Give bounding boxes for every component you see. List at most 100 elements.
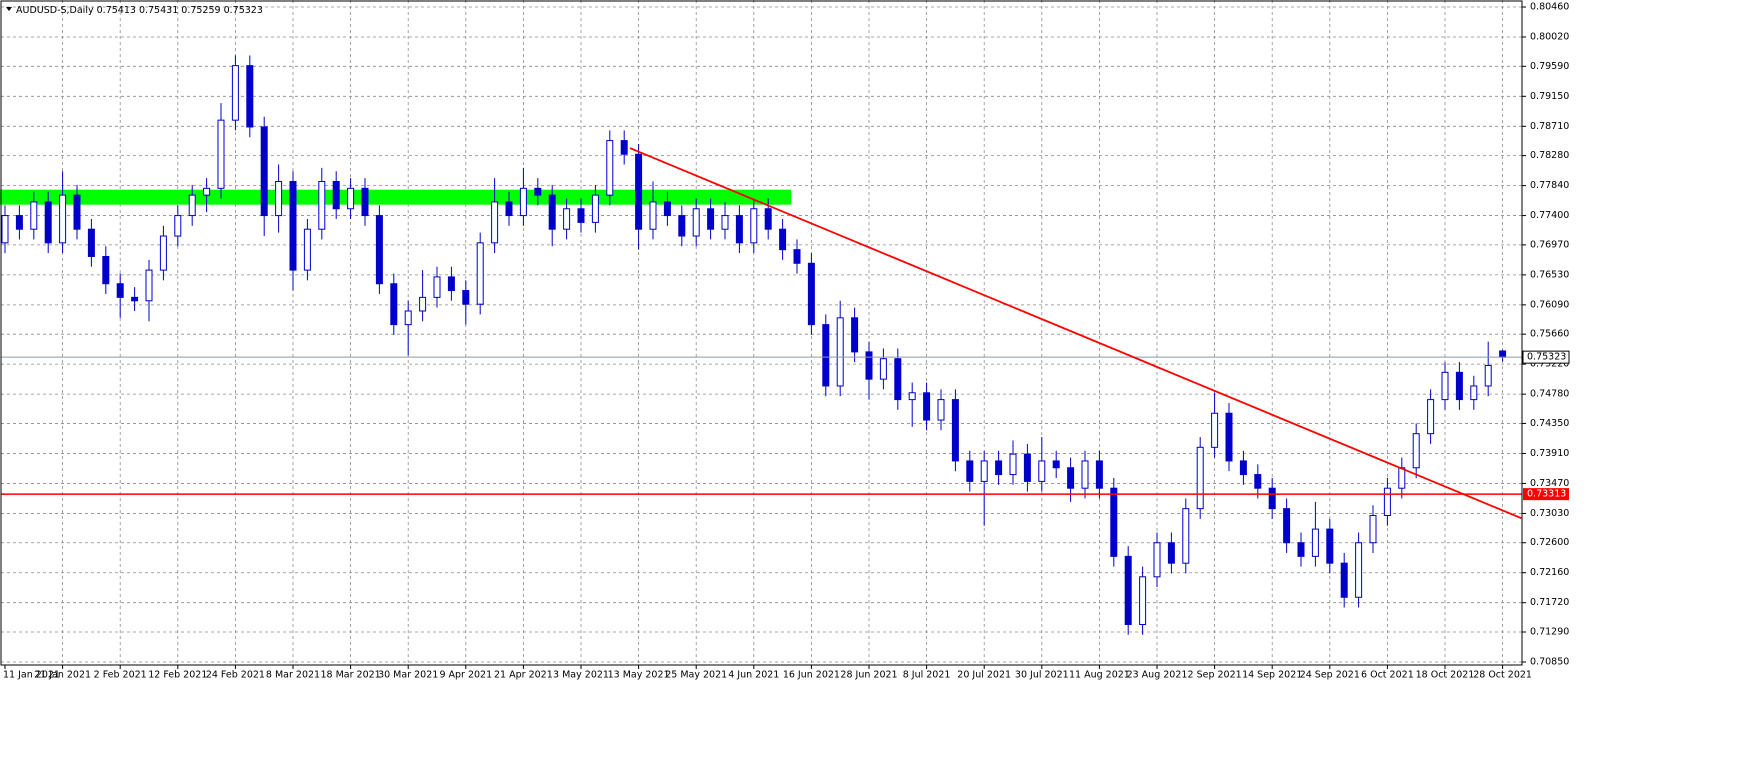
candle-body: [966, 460, 974, 482]
candle: [1153, 532, 1161, 588]
candle: [361, 178, 369, 226]
candle-body: [1441, 371, 1449, 401]
candle-body: [807, 262, 815, 326]
candle-body: [361, 187, 369, 217]
candle-body: [1470, 385, 1478, 401]
candle-body: [1124, 555, 1132, 626]
candle: [1182, 498, 1190, 574]
candle-body: [73, 194, 81, 230]
candle: [519, 167, 527, 226]
x-tick-label: 21 Apr 2021: [494, 670, 553, 681]
candle-body: [347, 187, 355, 210]
candle: [174, 205, 182, 247]
candle-body: [260, 126, 268, 217]
y-tick-label: 0.78710: [1530, 121, 1569, 132]
x-tick-label: 24 Feb 2021: [206, 670, 265, 681]
candle: [692, 198, 700, 247]
candle: [894, 348, 902, 410]
candle: [836, 300, 844, 397]
y-tick-label: 0.72160: [1530, 567, 1569, 578]
y-tick-label: 0.76090: [1530, 299, 1569, 310]
candle: [433, 266, 441, 308]
candle-body: [1326, 528, 1334, 564]
candle: [620, 130, 628, 165]
candle: [145, 259, 153, 322]
candle-body: [1052, 460, 1060, 469]
candle: [375, 205, 383, 294]
candle-body: [534, 187, 542, 196]
candle: [188, 184, 196, 226]
x-tick-label: 11 Aug 2021: [1069, 670, 1130, 681]
candle: [318, 167, 326, 240]
candle: [1311, 501, 1319, 567]
y-tick-label: 0.80460: [1530, 2, 1569, 13]
y-tick-label: 0.73470: [1530, 478, 1569, 489]
level-label: 0.73313: [1527, 489, 1566, 500]
candle: [980, 450, 988, 526]
candle: [879, 348, 887, 390]
candle: [1196, 437, 1204, 519]
candle-body: [879, 358, 887, 380]
candle: [1023, 443, 1031, 492]
x-tick-label: 23 Aug 2021: [1127, 670, 1188, 681]
candle-body: [1455, 371, 1463, 401]
open-value: 0.75413: [97, 5, 136, 16]
x-tick-label: 28 Oct 2021: [1473, 670, 1532, 681]
candle-body: [951, 399, 959, 462]
candle-body: [59, 194, 67, 244]
candle: [750, 198, 758, 254]
candle-body: [649, 201, 657, 230]
y-tick-label: 0.77840: [1530, 180, 1569, 191]
candle-body: [620, 140, 628, 155]
candle: [1268, 477, 1276, 519]
candle: [1470, 375, 1478, 410]
candle-body: [1398, 467, 1406, 489]
plot-border: [0, 0, 1523, 666]
candle-body: [1340, 562, 1348, 598]
candle-body: [217, 119, 225, 189]
candle: [159, 225, 167, 281]
price-label-box: [1522, 350, 1570, 364]
x-tick-label: 6 Oct 2021: [1361, 670, 1414, 681]
candle-body: [793, 249, 801, 264]
candle: [44, 191, 52, 254]
candle-body: [707, 208, 715, 230]
candle-body: [318, 180, 326, 230]
level-label-box: [1523, 488, 1569, 501]
marks: [0, 55, 1522, 635]
candle-body: [174, 215, 182, 237]
y-tick-label: 0.77400: [1530, 210, 1569, 221]
candle-body: [1196, 446, 1204, 510]
candle: [231, 55, 239, 131]
candle: [1239, 450, 1247, 485]
candle-body: [1211, 412, 1219, 448]
candle: [663, 191, 671, 226]
candle-body: [1081, 460, 1089, 489]
candle: [59, 171, 67, 254]
y-tick-label: 0.75220: [1530, 359, 1569, 370]
candle-body: [1182, 508, 1190, 564]
candle-body: [332, 180, 340, 210]
candle-body: [836, 317, 844, 387]
candle: [563, 198, 571, 240]
candle: [1254, 464, 1262, 499]
candle: [735, 205, 743, 254]
candle-body: [447, 276, 455, 292]
candle-body: [678, 215, 686, 237]
candle-body: [1, 215, 9, 244]
candle-body: [563, 208, 571, 230]
candle: [404, 300, 412, 356]
y-tick-label: 0.79590: [1530, 61, 1569, 72]
candle-body: [1427, 399, 1435, 435]
candle-body: [1095, 460, 1103, 489]
candle: [476, 232, 484, 315]
candle: [707, 198, 715, 240]
candle-body: [548, 194, 556, 230]
x-tick-label: 11 Jan 2021: [3, 670, 60, 681]
candle-body: [865, 351, 873, 380]
candle: [951, 389, 959, 472]
x-tick-label: 20 Jul 2021: [957, 670, 1011, 681]
candle-body: [980, 460, 988, 482]
x-tick-label: 21 Jan 2021: [34, 670, 91, 681]
